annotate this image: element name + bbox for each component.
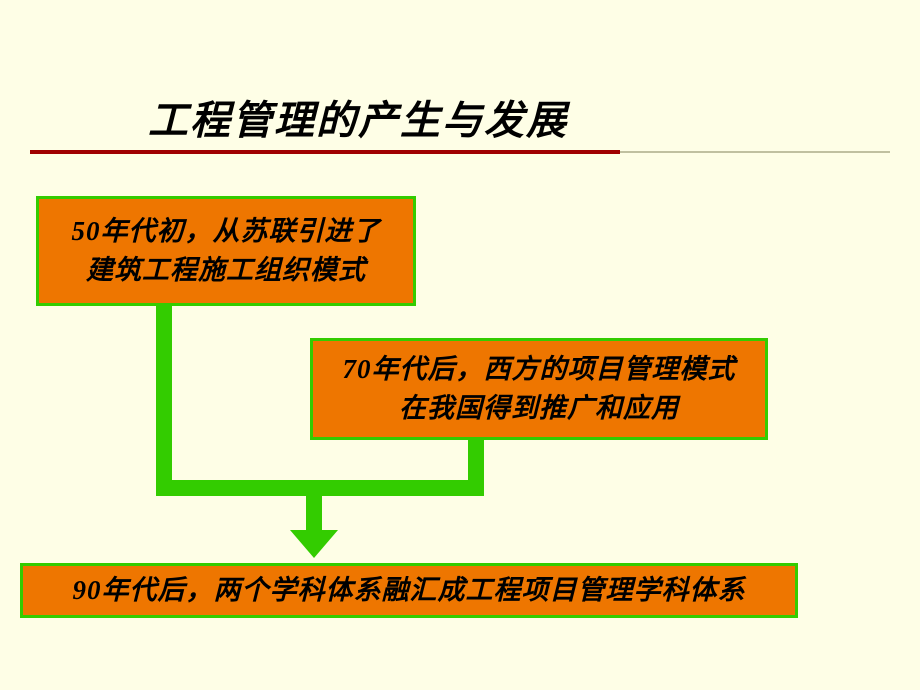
- arrow-down-icon: [290, 530, 338, 558]
- connector-stem: [306, 496, 322, 530]
- connector-horizontal: [156, 480, 484, 496]
- box2-line1: 70年代后，西方的项目管理模式: [343, 354, 736, 384]
- box-1970s-text: 70年代后，西方的项目管理模式 在我国得到推广和应用: [343, 350, 736, 428]
- title-underline-light: [620, 151, 890, 153]
- box3-text: 90年代后，两个学科体系融汇成工程项目管理学科体系: [73, 571, 746, 610]
- slide: 工程管理的产生与发展 50年代初，从苏联引进了 建筑工程施工组织模式 70年代后…: [0, 0, 920, 690]
- box2-line2: 在我国得到推广和应用: [399, 393, 679, 423]
- connector-vertical-left: [156, 306, 172, 496]
- title-area: 工程管理的产生与发展: [148, 88, 868, 146]
- box1-line2: 建筑工程施工组织模式: [86, 255, 366, 285]
- box1-line1: 50年代初，从苏联引进了: [72, 216, 381, 246]
- box-1950s-text: 50年代初，从苏联引进了 建筑工程施工组织模式: [72, 212, 381, 290]
- title-underline-dark: [30, 150, 620, 154]
- box-1990s: 90年代后，两个学科体系融汇成工程项目管理学科体系: [20, 563, 798, 618]
- slide-title: 工程管理的产生与发展: [148, 88, 868, 146]
- box-1950s: 50年代初，从苏联引进了 建筑工程施工组织模式: [36, 196, 416, 306]
- box-1970s: 70年代后，西方的项目管理模式 在我国得到推广和应用: [310, 338, 768, 440]
